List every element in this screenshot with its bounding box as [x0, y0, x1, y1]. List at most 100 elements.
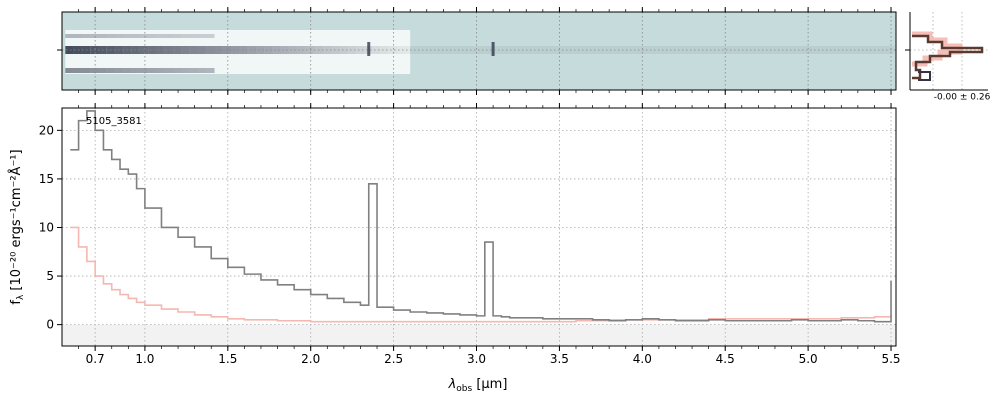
- trace-neg-segment: [181, 68, 190, 73]
- trace-segment: [819, 46, 829, 54]
- trace-segment: [811, 46, 820, 54]
- y-axis-label-unit: [10⁻²⁰ ergs⁻¹cm⁻²Å⁻¹]: [8, 149, 24, 294]
- y-tick-label: 10: [39, 220, 54, 234]
- profile-label: -0.00 ± 0.26: [934, 93, 991, 103]
- trace-neg-segment: [65, 34, 74, 38]
- profile-dark-line: [918, 71, 931, 81]
- trace-segment: [421, 46, 431, 54]
- x-tick-label: 0.7: [86, 352, 105, 366]
- trace-neg-segment: [189, 68, 198, 73]
- trace-neg-segment: [73, 34, 82, 38]
- trace-segment: [753, 46, 762, 54]
- trace-segment: [255, 46, 265, 54]
- trace-neg-segment: [148, 68, 157, 73]
- trace-segment: [836, 46, 845, 54]
- trace-segment: [289, 46, 298, 54]
- profile-data-line: [912, 34, 984, 80]
- y-axis-label-main: f: [9, 300, 24, 305]
- trace-neg-segment: [173, 34, 182, 38]
- trace-segment: [703, 46, 712, 54]
- trace-segment: [405, 46, 414, 54]
- trace-segment: [479, 46, 489, 54]
- trace-segment: [65, 46, 74, 54]
- object-id-annotation: 5105_3581: [86, 116, 142, 127]
- trace-segment: [512, 46, 522, 54]
- trace-neg-segment: [197, 68, 207, 73]
- x-tick-label: 5.5: [881, 352, 900, 366]
- trace-segment: [595, 46, 605, 54]
- trace-segment: [496, 46, 505, 54]
- trace-neg-segment: [106, 34, 116, 38]
- trace-neg-segment: [181, 34, 190, 38]
- x-tick-label: 1.5: [218, 352, 237, 366]
- trace-neg-segment: [164, 68, 174, 73]
- trace-segment: [280, 46, 290, 54]
- trace-neg-segment: [65, 68, 74, 73]
- trace-neg-segment: [81, 68, 91, 73]
- spectrum-2d-panel: [57, 7, 897, 95]
- observed-spectrum-line: [70, 110, 892, 323]
- x-tick-label: 1.0: [135, 352, 154, 366]
- trace-segment: [413, 46, 422, 54]
- trace-neg-segment: [98, 68, 107, 73]
- trace-neg-segment: [73, 68, 82, 73]
- trace-segment: [852, 46, 862, 54]
- y-tick-labels: 0 5 10 15 20: [39, 123, 54, 331]
- trace-segment: [139, 46, 149, 54]
- zero-band: [62, 324, 896, 346]
- trace-segment: [612, 46, 621, 54]
- profile-lines: [912, 31, 984, 81]
- trace-segment: [745, 46, 754, 54]
- x-tick-label: 3.5: [550, 352, 569, 366]
- trace-segment: [247, 46, 256, 54]
- trace-neg-segment: [131, 34, 140, 38]
- emission-line-feature: [367, 42, 371, 56]
- trace-neg-segment: [148, 34, 157, 38]
- trace-neg-segment: [189, 34, 198, 38]
- trace-segment: [73, 46, 82, 54]
- trace-segment: [869, 46, 878, 54]
- trace-segment: [861, 46, 870, 54]
- trace-segment: [173, 46, 182, 54]
- trace-segment: [637, 46, 646, 54]
- profile-panel: -0.00 ± 0.26: [905, 12, 991, 103]
- trace-neg-segment: [156, 34, 165, 38]
- spectrum-1d-grid: [62, 108, 896, 346]
- spectrum-1d-ticks: [57, 103, 892, 351]
- trace-segment: [181, 46, 190, 54]
- trace-segment: [164, 46, 174, 54]
- trace-segment: [305, 46, 315, 54]
- x-tick-label: 4.5: [716, 352, 735, 366]
- trace-segment: [720, 46, 729, 54]
- trace-neg-segment: [156, 68, 165, 73]
- y-tick-label: 15: [39, 172, 54, 186]
- x-tick-label: 3.0: [467, 352, 486, 366]
- trace-segment: [239, 46, 248, 54]
- trace-segment: [620, 46, 630, 54]
- trace-segment: [587, 46, 596, 54]
- trace-segment: [828, 46, 837, 54]
- trace-neg-segment: [115, 34, 124, 38]
- trace-segment: [264, 46, 273, 54]
- trace-segment: [189, 46, 198, 54]
- x-tick-label: 4.0: [633, 352, 652, 366]
- x-axis-label-main: λ: [448, 377, 457, 392]
- trace-segment: [156, 46, 165, 54]
- spectrum-1d-series: [70, 110, 892, 323]
- trace-segment: [471, 46, 480, 54]
- trace-segment: [148, 46, 157, 54]
- emission-line-feature: [491, 42, 495, 56]
- y-tick-label: 5: [46, 269, 54, 283]
- trace-segment: [396, 46, 406, 54]
- x-tick-label: 2.5: [384, 352, 403, 366]
- trace-neg-segment: [164, 34, 174, 38]
- trace-segment: [388, 46, 397, 54]
- trace-segment: [297, 46, 306, 54]
- x-tick-label: 5.0: [799, 352, 818, 366]
- trace-segment: [372, 46, 381, 54]
- trace-segment: [761, 46, 770, 54]
- trace-neg-segment: [197, 34, 207, 38]
- spectrum-2d-grid: [62, 12, 896, 90]
- y-tick-label: 0: [46, 318, 54, 332]
- trace-segment: [711, 46, 721, 54]
